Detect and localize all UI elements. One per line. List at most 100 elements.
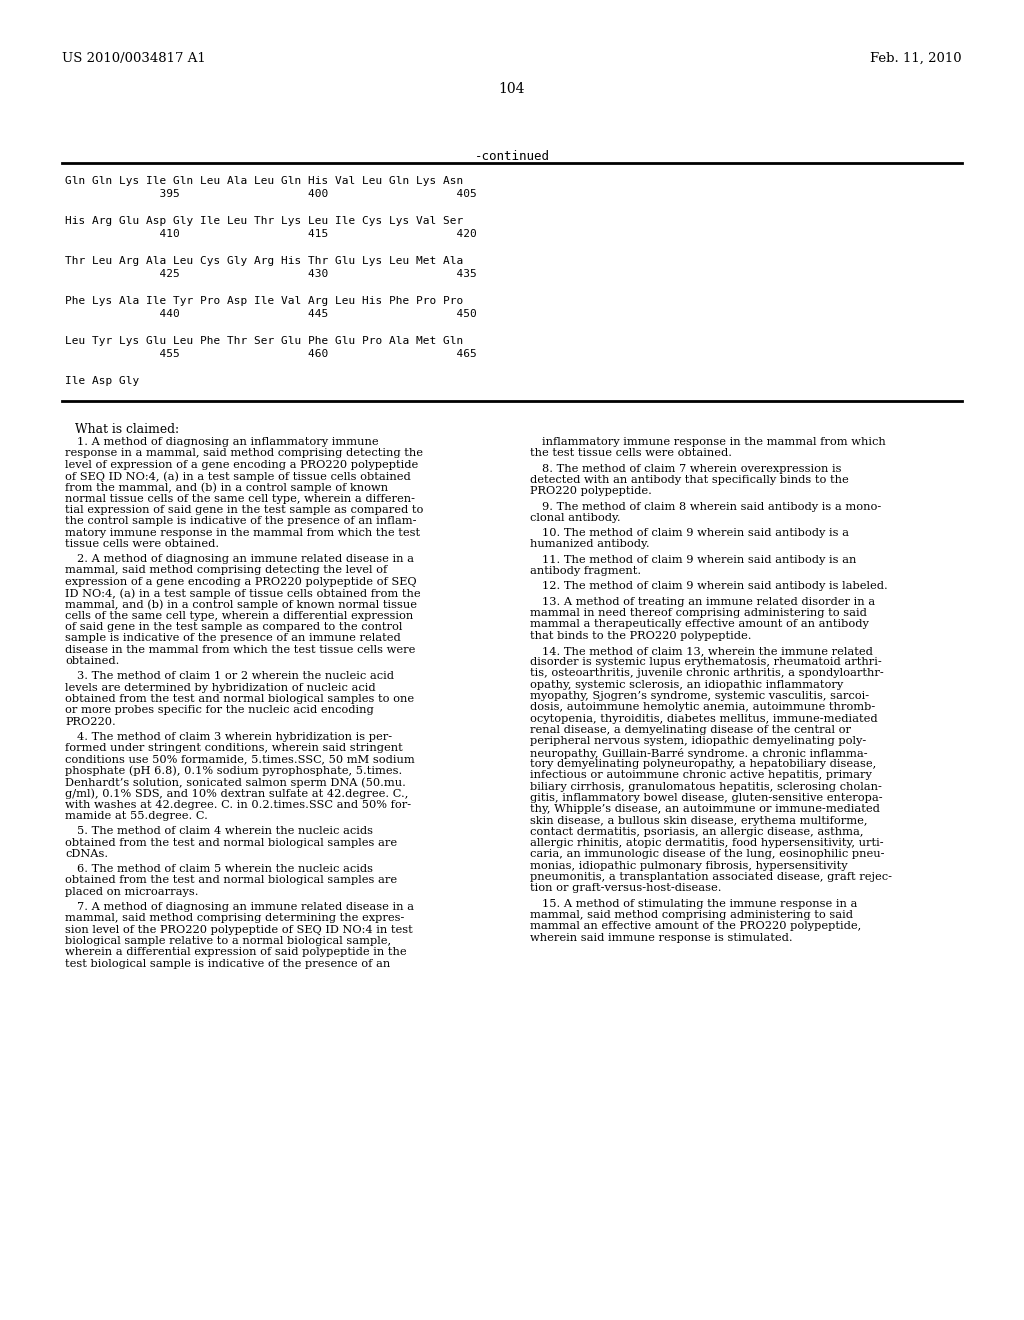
Text: of SEQ ID NO:4, (a) in a test sample of tissue cells obtained: of SEQ ID NO:4, (a) in a test sample of … (65, 471, 411, 482)
Text: What is claimed:: What is claimed: (75, 422, 179, 436)
Text: 10. The method of claim 9 wherein said antibody is a: 10. The method of claim 9 wherein said a… (542, 528, 849, 539)
Text: cDNAs.: cDNAs. (65, 849, 109, 859)
Text: response in a mammal, said method comprising detecting the: response in a mammal, said method compri… (65, 449, 423, 458)
Text: 8. The method of claim 7 wherein overexpression is: 8. The method of claim 7 wherein overexp… (542, 463, 842, 474)
Text: dosis, autoimmune hemolytic anemia, autoimmune thromb-: dosis, autoimmune hemolytic anemia, auto… (530, 702, 876, 713)
Text: normal tissue cells of the same cell type, wherein a differen-: normal tissue cells of the same cell typ… (65, 494, 415, 503)
Text: mammal an effective amount of the PRO220 polypeptide,: mammal an effective amount of the PRO220… (530, 921, 861, 932)
Text: mamide at 55.degree. C.: mamide at 55.degree. C. (65, 810, 208, 821)
Text: caria, an immunologic disease of the lung, eosinophilic pneu-: caria, an immunologic disease of the lun… (530, 850, 885, 859)
Text: 14. The method of claim 13, wherein the immune related: 14. The method of claim 13, wherein the … (542, 645, 872, 656)
Text: of said gene in the test sample as compared to the control: of said gene in the test sample as compa… (65, 622, 402, 632)
Text: phosphate (pH 6.8), 0.1% sodium pyrophosphate, 5.times.: phosphate (pH 6.8), 0.1% sodium pyrophos… (65, 766, 402, 776)
Text: Ile Asp Gly: Ile Asp Gly (65, 376, 139, 385)
Text: pneumonitis, a transplantation associated disease, graft rejec-: pneumonitis, a transplantation associate… (530, 873, 892, 882)
Text: clonal antibody.: clonal antibody. (530, 512, 621, 523)
Text: obtained.: obtained. (65, 656, 120, 667)
Text: placed on microarrays.: placed on microarrays. (65, 887, 199, 896)
Text: tissue cells were obtained.: tissue cells were obtained. (65, 539, 219, 549)
Text: 11. The method of claim 9 wherein said antibody is an: 11. The method of claim 9 wherein said a… (542, 554, 856, 565)
Text: tis, osteoarthritis, juvenile chronic arthritis, a spondyloarthr-: tis, osteoarthritis, juvenile chronic ar… (530, 668, 884, 678)
Text: 5. The method of claim 4 wherein the nucleic acids: 5. The method of claim 4 wherein the nuc… (77, 826, 373, 837)
Text: detected with an antibody that specifically binds to the: detected with an antibody that specifica… (530, 475, 849, 484)
Text: Denhardt’s solution, sonicated salmon sperm DNA (50.mu.: Denhardt’s solution, sonicated salmon sp… (65, 777, 406, 788)
Text: from the mammal, and (b) in a control sample of known: from the mammal, and (b) in a control sa… (65, 482, 388, 492)
Text: expression of a gene encoding a PRO220 polypeptide of SEQ: expression of a gene encoding a PRO220 p… (65, 577, 417, 587)
Text: 425                   430                   435: 425 430 435 (65, 269, 477, 279)
Text: humanized antibody.: humanized antibody. (530, 540, 649, 549)
Text: US 2010/0034817 A1: US 2010/0034817 A1 (62, 51, 206, 65)
Text: mammal a therapeutically effective amount of an antibody: mammal a therapeutically effective amoun… (530, 619, 869, 630)
Text: 15. A method of stimulating the immune response in a: 15. A method of stimulating the immune r… (542, 899, 857, 908)
Text: ID NO:4, (a) in a test sample of tissue cells obtained from the: ID NO:4, (a) in a test sample of tissue … (65, 589, 421, 599)
Text: that binds to the PRO220 polypeptide.: that binds to the PRO220 polypeptide. (530, 631, 752, 640)
Text: obtained from the test and normal biological samples are: obtained from the test and normal biolog… (65, 838, 397, 847)
Text: mammal, said method comprising administering to said: mammal, said method comprising administe… (530, 909, 853, 920)
Text: tion or graft-versus-host-disease.: tion or graft-versus-host-disease. (530, 883, 722, 894)
Text: cells of the same cell type, wherein a differential expression: cells of the same cell type, wherein a d… (65, 611, 414, 620)
Text: Feb. 11, 2010: Feb. 11, 2010 (870, 51, 962, 65)
Text: 104: 104 (499, 82, 525, 96)
Text: Thr Leu Arg Ala Leu Cys Gly Arg His Thr Glu Lys Leu Met Ala: Thr Leu Arg Ala Leu Cys Gly Arg His Thr … (65, 256, 463, 267)
Text: gitis, inflammatory bowel disease, gluten-sensitive enteropa-: gitis, inflammatory bowel disease, glute… (530, 793, 883, 803)
Text: PRO220.: PRO220. (65, 717, 116, 726)
Text: 395                   400                   405: 395 400 405 (65, 189, 477, 199)
Text: mammal, and (b) in a control sample of known normal tissue: mammal, and (b) in a control sample of k… (65, 599, 417, 610)
Text: 455                   460                   465: 455 460 465 (65, 348, 477, 359)
Text: level of expression of a gene encoding a PRO220 polypeptide: level of expression of a gene encoding a… (65, 459, 418, 470)
Text: monias, idiopathic pulmonary fibrosis, hypersensitivity: monias, idiopathic pulmonary fibrosis, h… (530, 861, 848, 871)
Text: allergic rhinitis, atopic dermatitis, food hypersensitivity, urti-: allergic rhinitis, atopic dermatitis, fo… (530, 838, 884, 849)
Text: g/ml), 0.1% SDS, and 10% dextran sulfate at 42.degree. C.,: g/ml), 0.1% SDS, and 10% dextran sulfate… (65, 788, 409, 799)
Text: 4. The method of claim 3 wherein hybridization is per-: 4. The method of claim 3 wherein hybridi… (77, 731, 392, 742)
Text: mammal, said method comprising determining the expres-: mammal, said method comprising determini… (65, 913, 404, 924)
Text: with washes at 42.degree. C. in 0.2.times.SSC and 50% for-: with washes at 42.degree. C. in 0.2.time… (65, 800, 411, 809)
Text: or more probes specific for the nucleic acid encoding: or more probes specific for the nucleic … (65, 705, 374, 715)
Text: 410                   415                   420: 410 415 420 (65, 228, 477, 239)
Text: 6. The method of claim 5 wherein the nucleic acids: 6. The method of claim 5 wherein the nuc… (77, 865, 373, 874)
Text: mammal, said method comprising detecting the level of: mammal, said method comprising detecting… (65, 565, 387, 576)
Text: obtained from the test and normal biological samples to one: obtained from the test and normal biolog… (65, 694, 414, 704)
Text: neuropathy, Guillain-Barré syndrome. a chronic inflamma-: neuropathy, Guillain-Barré syndrome. a c… (530, 747, 867, 759)
Text: 440                   445                   450: 440 445 450 (65, 309, 477, 319)
Text: skin disease, a bullous skin disease, erythema multiforme,: skin disease, a bullous skin disease, er… (530, 816, 867, 825)
Text: inflammatory immune response in the mammal from which: inflammatory immune response in the mamm… (542, 437, 886, 447)
Text: renal disease, a demyelinating disease of the central or: renal disease, a demyelinating disease o… (530, 725, 851, 735)
Text: 2. A method of diagnosing an immune related disease in a: 2. A method of diagnosing an immune rela… (77, 554, 414, 564)
Text: wherein said immune response is stimulated.: wherein said immune response is stimulat… (530, 933, 793, 942)
Text: opathy, systemic sclerosis, an idiopathic inflammatory: opathy, systemic sclerosis, an idiopathi… (530, 680, 843, 690)
Text: 7. A method of diagnosing an immune related disease in a: 7. A method of diagnosing an immune rela… (77, 902, 414, 912)
Text: Phe Lys Ala Ile Tyr Pro Asp Ile Val Arg Leu His Phe Pro Pro: Phe Lys Ala Ile Tyr Pro Asp Ile Val Arg … (65, 296, 463, 306)
Text: 9. The method of claim 8 wherein said antibody is a mono-: 9. The method of claim 8 wherein said an… (542, 502, 882, 512)
Text: obtained from the test and normal biological samples are: obtained from the test and normal biolog… (65, 875, 397, 886)
Text: 12. The method of claim 9 wherein said antibody is labeled.: 12. The method of claim 9 wherein said a… (542, 581, 888, 591)
Text: conditions use 50% formamide, 5.times.SSC, 50 mM sodium: conditions use 50% formamide, 5.times.SS… (65, 755, 415, 764)
Text: antibody fragment.: antibody fragment. (530, 566, 641, 576)
Text: His Arg Glu Asp Gly Ile Leu Thr Lys Leu Ile Cys Lys Val Ser: His Arg Glu Asp Gly Ile Leu Thr Lys Leu … (65, 216, 463, 226)
Text: -continued: -continued (474, 150, 550, 162)
Text: tial expression of said gene in the test sample as compared to: tial expression of said gene in the test… (65, 504, 423, 515)
Text: 3. The method of claim 1 or 2 wherein the nucleic acid: 3. The method of claim 1 or 2 wherein th… (77, 672, 394, 681)
Text: contact dermatitis, psoriasis, an allergic disease, asthma,: contact dermatitis, psoriasis, an allerg… (530, 826, 863, 837)
Text: levels are determined by hybridization of nucleic acid: levels are determined by hybridization o… (65, 682, 376, 693)
Text: matory immune response in the mammal from which the test: matory immune response in the mammal fro… (65, 528, 420, 537)
Text: disorder is systemic lupus erythematosis, rheumatoid arthri-: disorder is systemic lupus erythematosis… (530, 657, 882, 667)
Text: biliary cirrhosis, granulomatous hepatitis, sclerosing cholan-: biliary cirrhosis, granulomatous hepatit… (530, 781, 882, 792)
Text: ocytopenia, thyroiditis, diabetes mellitus, immune-mediated: ocytopenia, thyroiditis, diabetes mellit… (530, 714, 878, 723)
Text: sample is indicative of the presence of an immune related: sample is indicative of the presence of … (65, 634, 400, 643)
Text: the control sample is indicative of the presence of an inflam-: the control sample is indicative of the … (65, 516, 417, 527)
Text: thy, Whipple’s disease, an autoimmune or immune-mediated: thy, Whipple’s disease, an autoimmune or… (530, 804, 880, 814)
Text: tory demyelinating polyneuropathy, a hepatobiliary disease,: tory demyelinating polyneuropathy, a hep… (530, 759, 877, 770)
Text: myopathy, Sjogren’s syndrome, systemic vasculitis, sarcoi-: myopathy, Sjogren’s syndrome, systemic v… (530, 692, 869, 701)
Text: sion level of the PRO220 polypeptide of SEQ ID NO:4 in test: sion level of the PRO220 polypeptide of … (65, 925, 413, 935)
Text: 1. A method of diagnosing an inflammatory immune: 1. A method of diagnosing an inflammator… (77, 437, 379, 447)
Text: wherein a differential expression of said polypeptide in the: wherein a differential expression of sai… (65, 948, 407, 957)
Text: 13. A method of treating an immune related disorder in a: 13. A method of treating an immune relat… (542, 597, 876, 607)
Text: biological sample relative to a normal biological sample,: biological sample relative to a normal b… (65, 936, 391, 946)
Text: Leu Tyr Lys Glu Leu Phe Thr Ser Glu Phe Glu Pro Ala Met Gln: Leu Tyr Lys Glu Leu Phe Thr Ser Glu Phe … (65, 337, 463, 346)
Text: infectious or autoimmune chronic active hepatitis, primary: infectious or autoimmune chronic active … (530, 771, 871, 780)
Text: test biological sample is indicative of the presence of an: test biological sample is indicative of … (65, 958, 390, 969)
Text: disease in the mammal from which the test tissue cells were: disease in the mammal from which the tes… (65, 644, 416, 655)
Text: PRO220 polypeptide.: PRO220 polypeptide. (530, 486, 652, 496)
Text: formed under stringent conditions, wherein said stringent: formed under stringent conditions, where… (65, 743, 402, 754)
Text: Gln Gln Lys Ile Gln Leu Ala Leu Gln His Val Leu Gln Lys Asn: Gln Gln Lys Ile Gln Leu Ala Leu Gln His … (65, 176, 463, 186)
